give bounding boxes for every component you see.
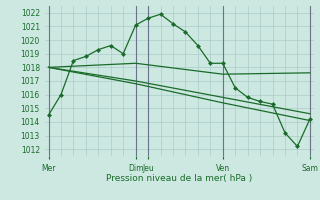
X-axis label: Pression niveau de la mer( hPa ): Pression niveau de la mer( hPa ) (106, 174, 252, 183)
